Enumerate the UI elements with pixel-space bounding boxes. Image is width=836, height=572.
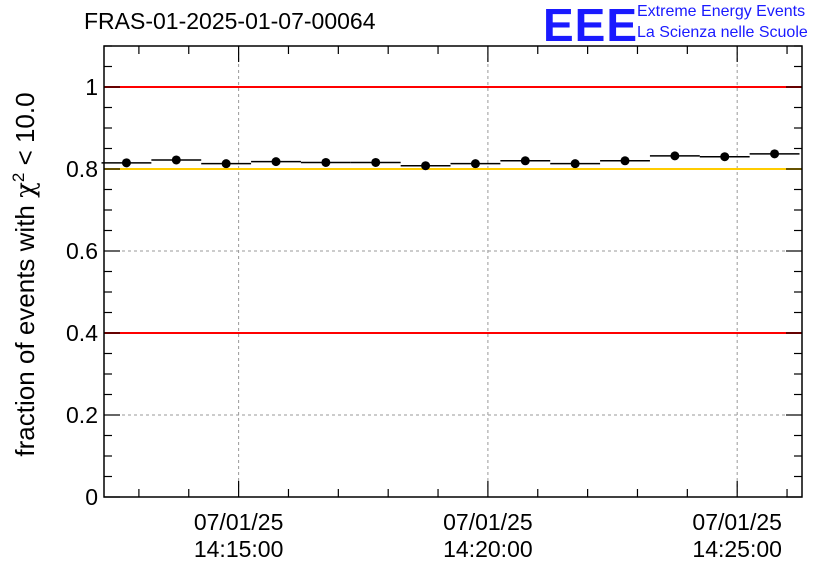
y-tick-label: 1 bbox=[85, 74, 98, 100]
axis-labels: 00.20.40.60.8107/01/2514:15:0007/01/2514… bbox=[66, 74, 782, 562]
data-point bbox=[321, 157, 331, 167]
data-point bbox=[121, 158, 131, 168]
data-point bbox=[770, 149, 780, 159]
y-tick-label: 0.6 bbox=[66, 238, 98, 264]
data-point bbox=[271, 157, 281, 167]
chart-title: FRAS-01-2025-01-07-00064 bbox=[84, 8, 376, 34]
data-point bbox=[720, 152, 730, 162]
data-point bbox=[520, 156, 530, 166]
data-point bbox=[670, 151, 680, 161]
data-point bbox=[421, 161, 431, 171]
data-point bbox=[470, 159, 480, 169]
data-series bbox=[101, 149, 800, 171]
logo-text-line1: Extreme Energy Events bbox=[637, 3, 806, 20]
y-axis-title-suffix: < 10.0 bbox=[10, 92, 40, 172]
x-tick-label-date: 07/01/25 bbox=[194, 509, 284, 535]
x-tick-label-date: 07/01/25 bbox=[443, 509, 533, 535]
eee-logo: EEE bbox=[543, 0, 639, 51]
x-tick-label-time: 14:15:00 bbox=[194, 536, 284, 562]
y-tick-label: 0.4 bbox=[66, 320, 98, 346]
plot-frame bbox=[103, 45, 803, 498]
x-tick-label-time: 14:20:00 bbox=[443, 536, 533, 562]
data-point bbox=[171, 155, 181, 165]
y-axis-title-symbol: χ bbox=[11, 182, 41, 198]
data-point bbox=[620, 156, 630, 166]
y-tick-label: 0 bbox=[85, 484, 98, 510]
reference-lines bbox=[104, 86, 802, 334]
data-point bbox=[221, 159, 231, 169]
logo-text-line2: La Scienza nelle Scuole bbox=[637, 24, 808, 41]
data-point bbox=[570, 159, 580, 169]
x-tick-label-time: 14:25:00 bbox=[692, 536, 782, 562]
y-axis-title-prefix: fraction of events with bbox=[10, 198, 40, 457]
grid-layer bbox=[104, 46, 802, 497]
x-tick-label-date: 07/01/25 bbox=[692, 509, 782, 535]
y-axis-title: fraction of events with χ2 < 10.0 bbox=[9, 92, 41, 456]
y-tick-label: 0.2 bbox=[66, 402, 98, 428]
axis-ticks bbox=[104, 45, 802, 498]
y-tick-label: 0.8 bbox=[66, 156, 98, 182]
y-axis-title-exponent: 2 bbox=[9, 173, 28, 182]
data-point bbox=[371, 157, 381, 167]
